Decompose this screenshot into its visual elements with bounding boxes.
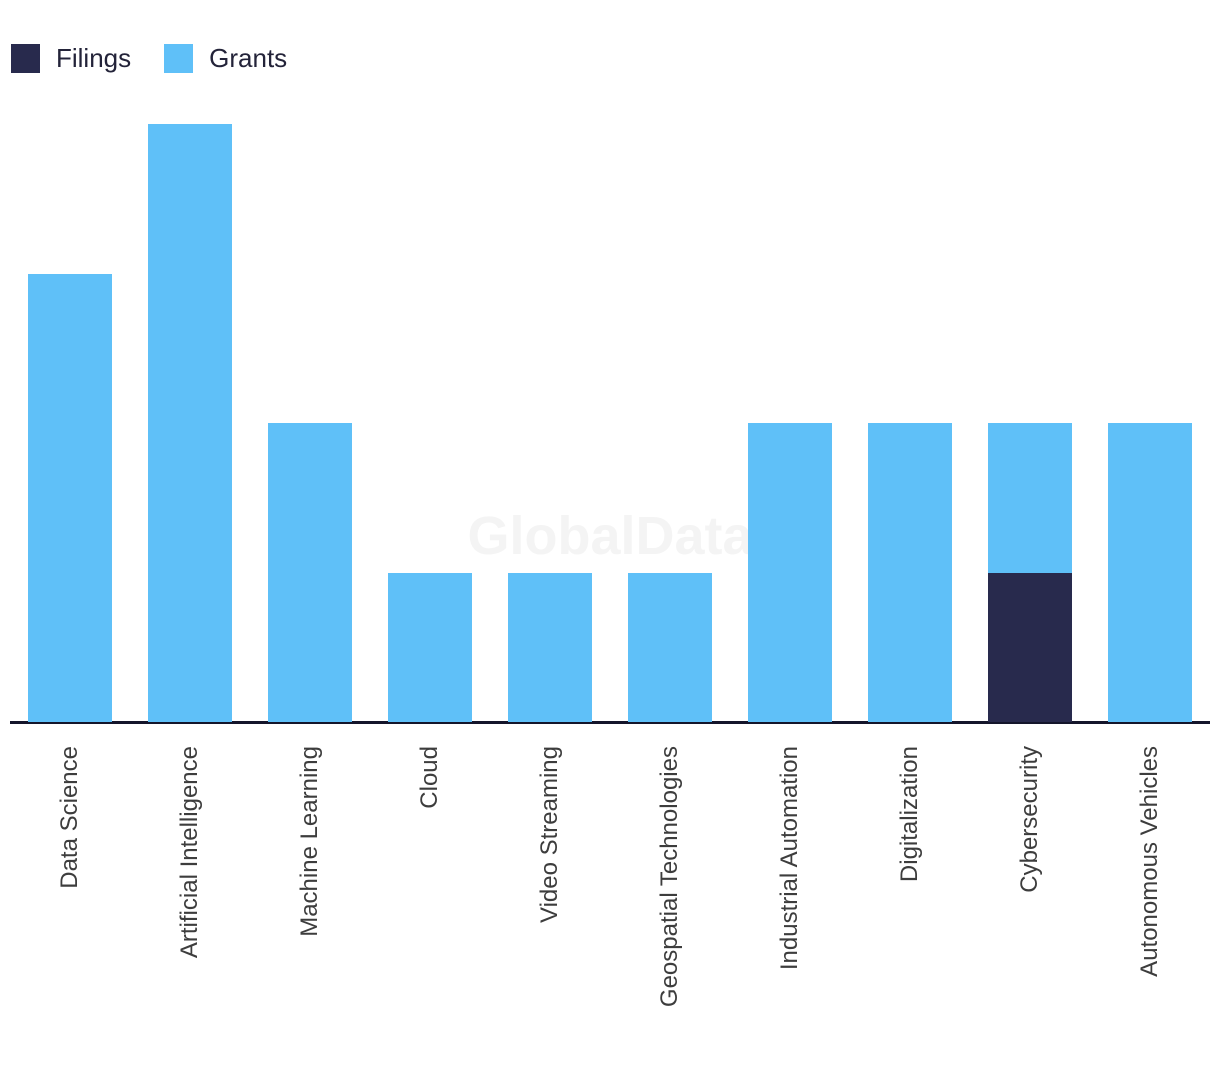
bar-grants-industrial-automation[interactable] [748, 423, 832, 722]
x-axis-label-autonomous-vehicles: Autonomous Vehicles [1136, 746, 1163, 977]
x-axis-label-geospatial-technologies: Geospatial Technologies [656, 746, 683, 1008]
bar-grants-cloud[interactable] [388, 572, 472, 722]
legend-item-grants[interactable]: Grants [164, 44, 287, 73]
x-axis-label-cybersecurity: Cybersecurity [1016, 746, 1043, 893]
bar-grants-artificial-intelligence[interactable] [148, 124, 232, 722]
legend-label-filings: Filings [56, 43, 132, 73]
bar-filings-cybersecurity[interactable] [988, 572, 1072, 722]
x-axis-label-video-streaming: Video Streaming [536, 746, 563, 923]
legend-item-filings[interactable]: Filings [11, 44, 131, 73]
legend: Filings Grants [11, 44, 287, 73]
filings-swatch [11, 44, 40, 73]
legend-label-grants: Grants [209, 43, 288, 73]
bar-grants-machine-learning[interactable] [268, 423, 352, 722]
x-axis-label-data-science: Data Science [56, 746, 83, 889]
bar-grants-data-science[interactable] [28, 273, 112, 722]
bar-grants-cybersecurity[interactable] [988, 423, 1072, 573]
x-axis-label-machine-learning: Machine Learning [296, 746, 323, 937]
x-axis-label-digitalization: Digitalization [896, 746, 923, 883]
x-axis-label-cloud: Cloud [416, 746, 443, 809]
bar-grants-autonomous-vehicles[interactable] [1108, 423, 1192, 722]
bar-grants-geospatial-technologies[interactable] [628, 572, 712, 722]
grants-swatch [164, 44, 194, 73]
x-axis-line [10, 721, 1210, 724]
x-axis-label-industrial-automation: Industrial Automation [776, 746, 803, 971]
bar-grants-digitalization[interactable] [868, 423, 952, 722]
x-axis-label-artificial-intelligence: Artificial Intelligence [176, 746, 203, 959]
bar-grants-video-streaming[interactable] [508, 572, 592, 722]
